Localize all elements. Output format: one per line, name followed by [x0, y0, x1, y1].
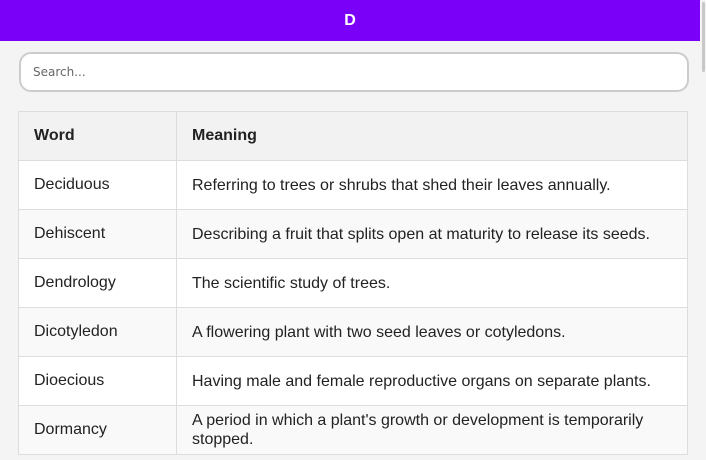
word-cell: Dendrology — [18, 258, 177, 308]
glossary-table: Word Meaning Deciduous Referring to trees… — [18, 111, 688, 455]
search-box[interactable] — [19, 52, 689, 92]
table-row: Dicotyledon A flowering plant with two se… — [18, 307, 688, 357]
table-row: Dormancy A period in which a plant's grow… — [18, 405, 688, 455]
word-cell: Deciduous — [18, 160, 177, 210]
meaning-cell: Referring to trees or shrubs that shed t… — [176, 160, 688, 210]
scrollbar[interactable] — [700, 0, 706, 460]
table-row: Dehiscent Describing a fruit that splits … — [18, 209, 688, 259]
page-header: D — [0, 0, 700, 41]
meaning-cell: A period in which a plant's growth or de… — [176, 405, 688, 455]
word-cell: Dormancy — [18, 405, 177, 455]
table-row: Deciduous Referring to trees or shrubs th… — [18, 160, 688, 210]
meaning-cell: Describing a fruit that splits open at m… — [176, 209, 688, 259]
meaning-cell: A flowering plant with two seed leaves o… — [176, 307, 688, 357]
word-cell: Dicotyledon — [18, 307, 177, 357]
word-cell: Dehiscent — [18, 209, 177, 259]
column-header-word: Word — [18, 111, 177, 161]
scrollbar-thumb[interactable] — [702, 2, 705, 72]
search-input[interactable] — [21, 54, 687, 90]
meaning-cell: Having male and female reproductive orga… — [176, 356, 688, 406]
column-header-meaning: Meaning — [176, 111, 688, 161]
table-row: Dioecious Having male and female reproduc… — [18, 356, 688, 406]
table-header-row: Word Meaning — [18, 111, 688, 161]
page-title: D — [344, 12, 356, 29]
table-row: Dendrology The scientific study of trees. — [18, 258, 688, 308]
meaning-cell: The scientific study of trees. — [176, 258, 688, 308]
word-cell: Dioecious — [18, 356, 177, 406]
